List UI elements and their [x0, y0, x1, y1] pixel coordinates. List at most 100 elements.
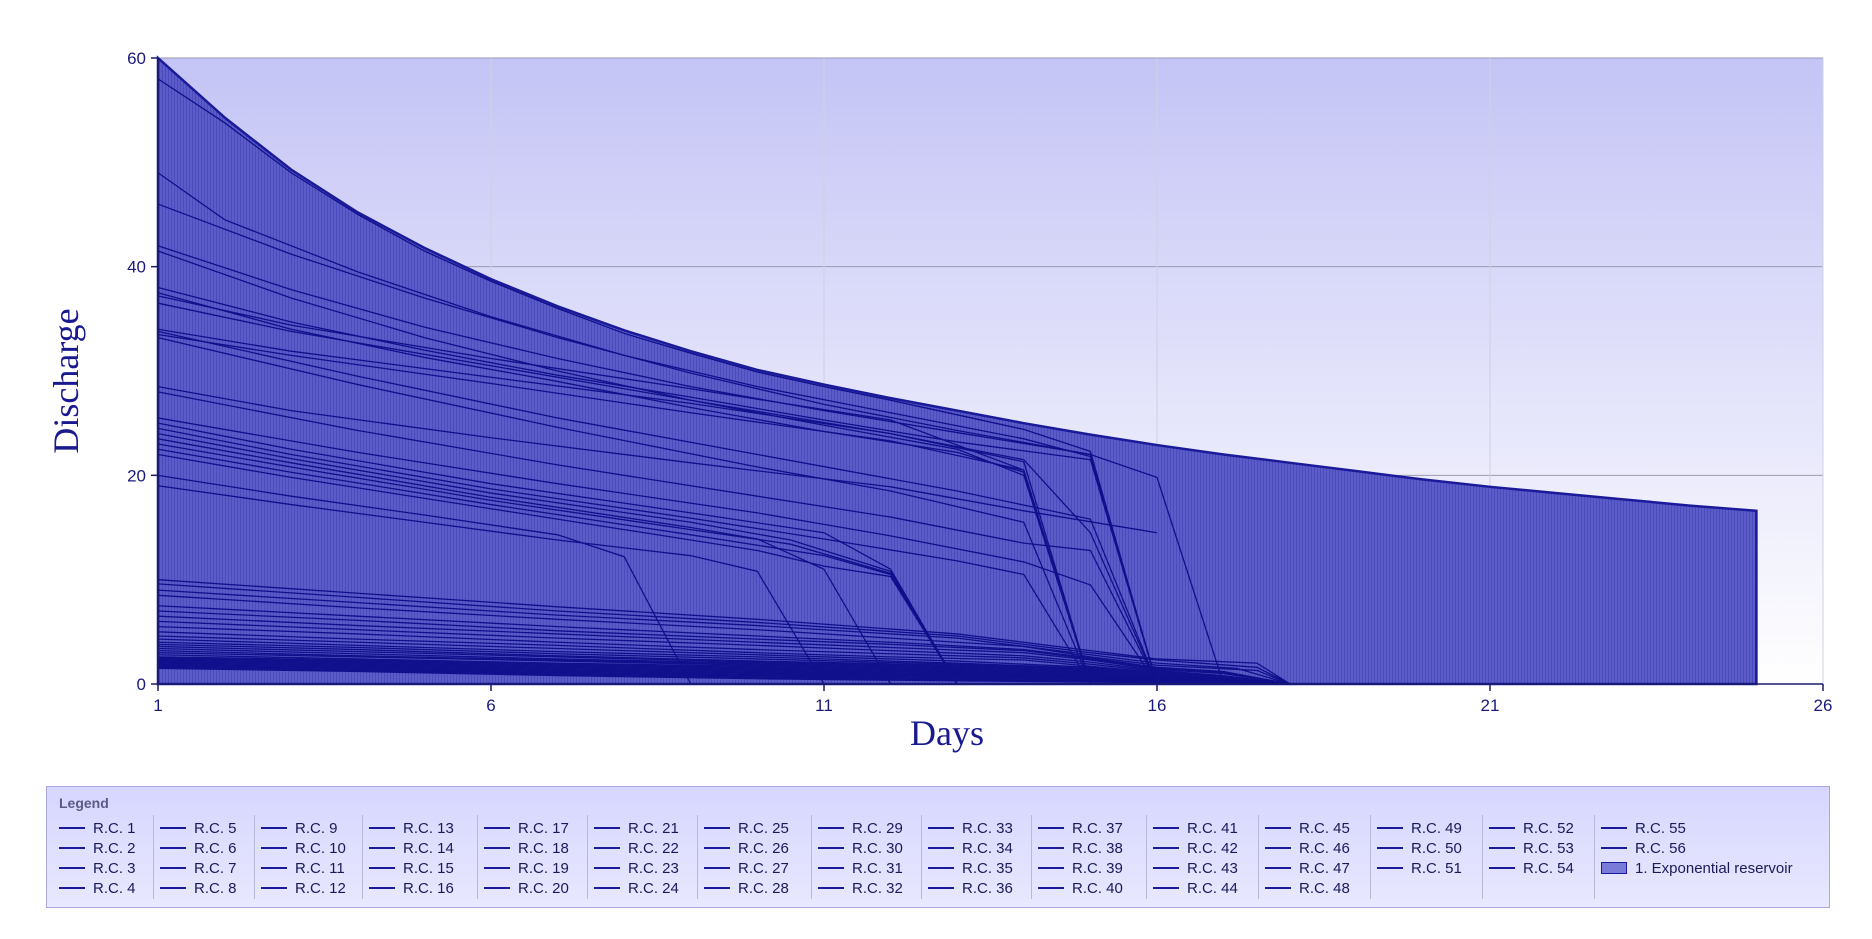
legend-label: R.C. 5	[194, 819, 237, 837]
legend-swatch-line	[59, 867, 85, 869]
legend-item: R.C. 53	[1489, 838, 1588, 858]
legend-column-13: R.C. 49 R.C. 50 R.C. 51	[1371, 815, 1483, 899]
legend-label: R.C. 3	[93, 859, 136, 877]
y-axis-title: Discharge	[46, 308, 86, 453]
x-tick-label-0: 1	[153, 696, 162, 715]
recession-line-18	[157, 427, 1091, 685]
legend-item: R.C. 4	[59, 878, 147, 898]
legend-item: R.C. 51	[1377, 858, 1476, 878]
recession-line-32	[157, 615, 1291, 685]
legend-label: R.C. 43	[1187, 859, 1238, 877]
legend-item: R.C. 10	[261, 838, 356, 858]
legend-swatch-line	[1489, 847, 1515, 849]
legend-swatch-line	[484, 887, 510, 889]
recession-line-3	[157, 203, 1158, 685]
legend-swatch-line	[704, 827, 730, 829]
legend-swatch-line	[818, 827, 844, 829]
legend-label: R.C. 50	[1411, 839, 1462, 857]
legend-item: R.C. 55	[1601, 818, 1804, 838]
legend-swatch-line	[1377, 847, 1403, 849]
legend-item: R.C. 1	[59, 818, 147, 838]
legend-item: R.C. 24	[594, 878, 691, 898]
x-axis-title: Days	[910, 713, 984, 753]
legend-item: R.C. 20	[484, 878, 581, 898]
legend-item: R.C. 48	[1265, 878, 1364, 898]
legend-column-5: R.C. 17 R.C. 18 R.C. 19 R.C. 20	[478, 815, 588, 899]
legend-label: R.C. 31	[852, 859, 903, 877]
legend-item: R.C. 23	[594, 858, 691, 878]
legend-item: R.C. 40	[1038, 878, 1140, 898]
legend-columns: R.C. 1 R.C. 2 R.C. 3 R.C. 4 R.C. 5 R.C. 6 R.C.…	[53, 815, 1823, 899]
legend-item: R.C. 28	[704, 878, 805, 898]
legend-item: R.C. 13	[369, 818, 471, 838]
legend-swatch-line	[1153, 827, 1179, 829]
legend-column-3: R.C. 9 R.C. 10 R.C. 11 R.C. 12	[255, 815, 363, 899]
recession-line-33	[157, 620, 1291, 685]
recession-line-21	[157, 443, 958, 685]
legend-label: R.C. 48	[1299, 879, 1350, 897]
legend-label: R.C. 8	[194, 879, 237, 897]
legend-column-12: R.C. 45 R.C. 46 R.C. 47 R.C. 48	[1259, 815, 1371, 899]
legend-swatch-line	[704, 887, 730, 889]
legend-swatch-line	[818, 847, 844, 849]
legend-swatch-line	[928, 827, 954, 829]
recession-line-26	[157, 579, 1291, 685]
legend-swatch-line	[1601, 827, 1627, 829]
recession-line-47	[157, 658, 1291, 685]
legend-swatch-line	[160, 827, 186, 829]
legend-swatch-line	[1265, 827, 1291, 829]
legend-item: R.C. 7	[160, 858, 248, 878]
legend-item: R.C. 36	[928, 878, 1025, 898]
recession-line-25	[157, 485, 825, 685]
legend-label: R.C. 19	[518, 859, 569, 877]
legend-item: R.C. 25	[704, 818, 805, 838]
legend-label: R.C. 16	[403, 879, 454, 897]
legend-swatch-line	[369, 867, 395, 869]
legend-swatch-line	[59, 887, 85, 889]
recession-line-27	[157, 583, 1291, 685]
legend-label: R.C. 54	[1523, 859, 1574, 877]
legend-swatch-line	[594, 867, 620, 869]
x-tick-label-4: 21	[1481, 696, 1500, 715]
legend-label: R.C. 13	[403, 819, 454, 837]
recession-line-35	[157, 631, 1291, 685]
legend-column-9: R.C. 33 R.C. 34 R.C. 35 R.C. 36	[922, 815, 1032, 899]
recession-line-11	[157, 330, 1158, 685]
recession-line-9	[157, 302, 1092, 685]
legend-item: R.C. 54	[1489, 858, 1588, 878]
legend-label: R.C. 55	[1635, 819, 1686, 837]
legend-swatch-line	[484, 867, 510, 869]
legend-column-8: R.C. 29 R.C. 30 R.C. 31 R.C. 32	[812, 815, 922, 899]
legend-label: R.C. 29	[852, 819, 903, 837]
legend-label: R.C. 1	[93, 819, 136, 837]
recession-line-19	[157, 432, 958, 685]
legend-swatch-line	[1489, 867, 1515, 869]
legend-item: R.C. 31	[818, 858, 915, 878]
y-tick-label-2: 40	[127, 258, 146, 277]
legend-label: R.C. 20	[518, 879, 569, 897]
legend-label: R.C. 36	[962, 879, 1013, 897]
recession-line-23	[157, 453, 958, 685]
recession-line-12	[157, 333, 1092, 685]
legend-label: R.C. 28	[738, 879, 789, 897]
legend-label: R.C. 33	[962, 819, 1013, 837]
legend-swatch-line	[818, 887, 844, 889]
legend-item: R.C. 52	[1489, 818, 1588, 838]
recession-lines	[157, 78, 1291, 685]
legend-swatch-line	[1265, 847, 1291, 849]
legend-swatch-line	[261, 847, 287, 849]
legend-swatch-line	[59, 847, 85, 849]
legend-label: R.C. 34	[962, 839, 1013, 857]
legend-swatch-line	[1038, 847, 1064, 849]
legend-column-10: R.C. 37 R.C. 38 R.C. 39 R.C. 40	[1032, 815, 1147, 899]
legend-item: R.C. 8	[160, 878, 248, 898]
recession-line-44	[157, 654, 1291, 685]
exponential-reservoir-area	[156, 55, 1758, 686]
legend-item: 1. Exponential reservoir	[1601, 858, 1804, 878]
y-tick-label-1: 20	[127, 466, 146, 485]
legend-item: R.C. 9	[261, 818, 356, 838]
legend-column-2: R.C. 5 R.C. 6 R.C. 7 R.C. 8	[154, 815, 255, 899]
y-tick-label-3: 60	[127, 49, 146, 68]
recession-line-51	[157, 662, 1291, 685]
legend-column-14: R.C. 52 R.C. 53 R.C. 54	[1483, 815, 1595, 899]
